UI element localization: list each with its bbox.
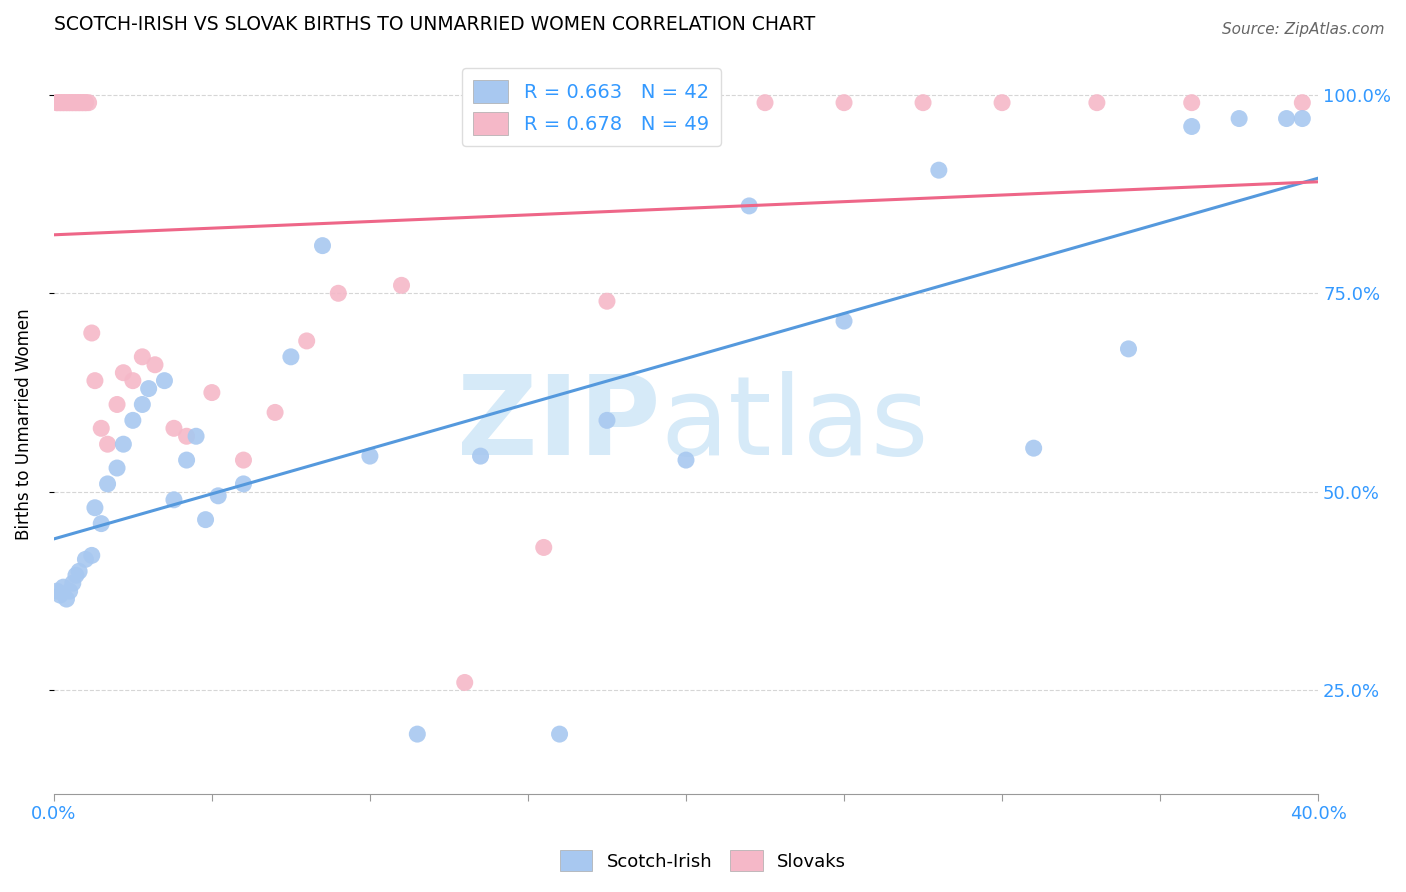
Point (65, 95, 87, 110)
Text: atlas: atlas (661, 371, 929, 478)
Point (548, 727, 571, 741)
Legend: Scotch-Irish, Slovaks: Scotch-Irish, Slovaks (553, 843, 853, 879)
Text: Source: ZipAtlas.com: Source: ZipAtlas.com (1222, 22, 1385, 37)
Point (264, 405, 287, 419)
Point (832, 95, 855, 110)
Point (143, 358, 166, 372)
Point (754, 95, 776, 110)
Legend: R = 0.663   N = 42, R = 0.678   N = 49: R = 0.663 N = 42, R = 0.678 N = 49 (461, 69, 721, 146)
Point (991, 95, 1014, 110)
Point (46, 584, 69, 599)
Text: ZIP: ZIP (457, 371, 661, 478)
Point (359, 449, 381, 463)
Point (176, 453, 198, 467)
Point (84, 374, 107, 388)
Point (1291, 95, 1313, 110)
Point (62, 95, 84, 110)
Point (295, 334, 318, 348)
Point (928, 163, 950, 178)
Point (163, 421, 186, 435)
Point (65, 568, 87, 582)
Point (1291, 112, 1313, 126)
Point (406, 727, 429, 741)
Point (533, 541, 555, 555)
Point (90, 421, 112, 435)
Point (67, 95, 90, 110)
Point (97, 437, 120, 451)
Point (112, 437, 135, 451)
Point (80, 549, 103, 563)
Point (55, 95, 77, 110)
Point (912, 95, 935, 110)
Point (1022, 441, 1045, 455)
Point (112, 366, 135, 380)
Point (55, 95, 77, 110)
Point (80, 326, 103, 340)
Point (675, 453, 697, 467)
Point (121, 413, 143, 427)
Point (470, 449, 492, 463)
Point (49, 95, 72, 110)
Point (454, 675, 477, 690)
Point (153, 374, 176, 388)
Point (52, 580, 75, 594)
Point (84, 500, 107, 515)
Point (75, 95, 97, 110)
Point (131, 397, 153, 411)
Point (832, 314, 855, 328)
Point (1181, 95, 1204, 110)
Point (596, 294, 619, 309)
Point (194, 513, 217, 527)
Point (65, 95, 87, 110)
Point (184, 429, 207, 443)
Point (62, 576, 84, 591)
Point (1275, 112, 1298, 126)
Point (138, 382, 160, 396)
Point (1181, 120, 1204, 134)
Point (311, 238, 333, 252)
Point (738, 199, 761, 213)
Point (201, 385, 224, 400)
Point (280, 350, 302, 364)
Point (207, 489, 229, 503)
Point (59, 584, 82, 599)
Y-axis label: Births to Unmarried Women: Births to Unmarried Women (15, 309, 32, 541)
Point (72, 95, 94, 110)
Point (72, 95, 94, 110)
Point (75, 552, 97, 566)
Point (77, 95, 100, 110)
Point (675, 95, 697, 110)
Point (1085, 95, 1108, 110)
Point (59, 95, 82, 110)
Point (97, 476, 120, 491)
Point (46, 95, 69, 110)
Point (105, 461, 128, 475)
Point (1118, 342, 1140, 356)
Point (131, 350, 153, 364)
Point (163, 492, 186, 507)
Point (232, 453, 254, 467)
Point (176, 429, 198, 443)
Point (62, 95, 84, 110)
Point (67, 95, 90, 110)
Point (232, 476, 254, 491)
Point (121, 374, 143, 388)
Point (1227, 112, 1250, 126)
Point (52, 95, 75, 110)
Point (596, 413, 619, 427)
Point (90, 516, 112, 531)
Point (59, 95, 82, 110)
Point (105, 397, 128, 411)
Text: SCOTCH-IRISH VS SLOVAK BIRTHS TO UNMARRIED WOMEN CORRELATION CHART: SCOTCH-IRISH VS SLOVAK BIRTHS TO UNMARRI… (53, 15, 815, 34)
Point (46, 95, 69, 110)
Point (67, 564, 90, 578)
Point (55, 592, 77, 607)
Point (75, 95, 97, 110)
Point (391, 278, 413, 293)
Point (52, 95, 75, 110)
Point (328, 286, 350, 301)
Point (49, 95, 72, 110)
Point (49, 588, 72, 602)
